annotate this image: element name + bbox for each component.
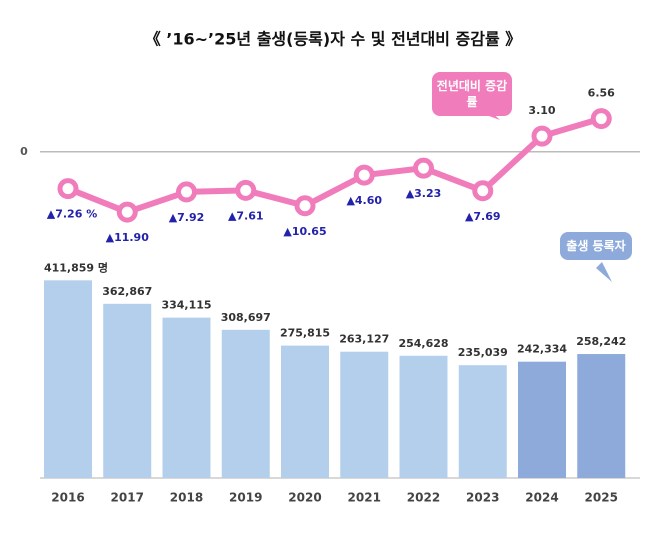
bar-value-label: 275,815 [280,327,330,340]
line-value-label: ▲10.65 [283,225,326,238]
bar [518,361,566,478]
y2-tick-label: 0 [20,145,28,158]
line-marker [472,180,494,202]
line-marker [235,179,257,201]
line-value-label: ▲7.92 [169,211,205,224]
bar-value-label: 411,859 명 [44,260,108,274]
line-value-label: 3.10 [528,104,555,117]
line-value-label: 6.56 [588,87,615,100]
line-value-label: ▲7.61 [228,209,264,222]
line-marker [413,157,434,179]
x-tick-label: 2024 [525,491,558,505]
x-tick-label: 2023 [466,491,499,505]
bar [577,354,626,478]
chart-title: 《 ’16~’25년 출생(등록)자 수 및 전년대비 증감률 》 [145,30,522,49]
legend-bar: 출생 등록자 [560,232,632,260]
x-tick-label: 2019 [229,491,262,505]
line-value-label: ▲4.60 [346,194,382,207]
bar [44,280,92,478]
bar [340,351,389,478]
x-tick-label: 2016 [51,491,84,505]
x-tick-label: 2021 [348,491,381,505]
bar-value-label: 235,039 [458,346,508,359]
bar [399,355,448,478]
line-marker [116,201,138,223]
line-value-label: ▲7.69 [465,210,501,223]
line-value-label: ▲7.26 % [47,208,97,221]
line-marker [590,108,612,130]
line-marker [176,181,197,203]
bar-value-label: 254,628 [398,337,448,350]
legend-line: 전년대비 증감률 [432,72,512,116]
callout-tail [596,262,612,282]
bar-value-label: 263,127 [339,333,389,346]
line-marker [353,164,375,186]
line-marker [294,195,316,217]
line [66,115,603,216]
x-tick-label: 2025 [585,491,618,505]
x-tick-label: 2022 [407,491,440,505]
x-tick-label: 2017 [111,491,144,505]
bar [458,365,507,478]
bar-value-label: 362,867 [102,285,152,298]
bar [221,329,270,478]
bar [103,303,152,478]
bar-value-label: 334,115 [161,299,211,312]
bar [162,317,211,478]
x-tick-label: 2018 [170,491,203,505]
x-tick-label: 2020 [288,491,321,505]
bar-value-label: 258,242 [576,335,626,348]
bar [281,345,329,478]
line-marker [57,178,79,200]
bar-value-label: 242,334 [517,343,567,356]
line-value-label: ▲3.23 [406,187,442,200]
line-marker [531,125,553,147]
line-value-label: ▲11.90 [106,231,150,244]
bar-value-label: 308,697 [221,311,271,324]
